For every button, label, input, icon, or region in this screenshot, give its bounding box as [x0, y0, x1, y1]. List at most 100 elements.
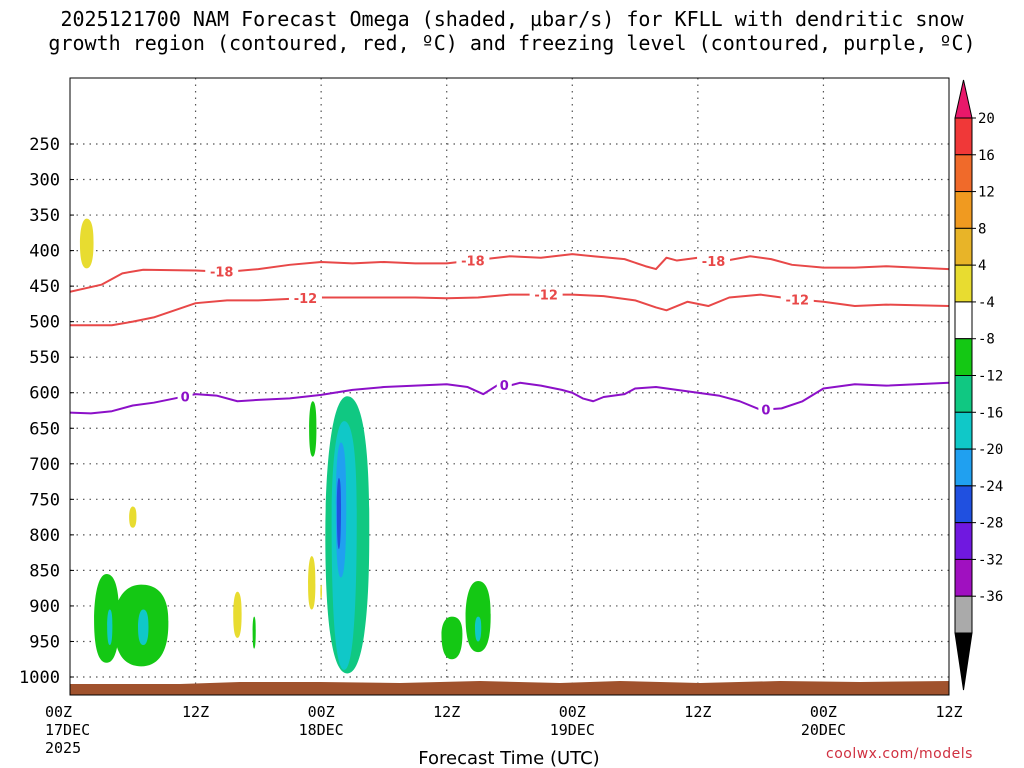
y-tick-label-850: 850 [29, 561, 60, 581]
colorbar-segment [954, 191, 973, 229]
y-tick-label-300: 300 [29, 171, 60, 191]
contour-label-bg [205, 263, 239, 280]
omega-green-speck [252, 616, 256, 649]
x-tick-label: 17DEC [45, 721, 90, 739]
y-tick-label-450: 450 [29, 277, 60, 297]
colorbar-label--4: -4 [978, 295, 995, 311]
colorbar-label-4: 4 [978, 258, 986, 274]
omega-shading [79, 218, 491, 674]
x-tick-label: 20DEC [801, 721, 846, 739]
x-tick-label: 12Z [935, 703, 962, 721]
colorbar-segment [954, 558, 973, 597]
colorbar-segment [954, 117, 973, 156]
contour-label-minus18-0: -18 [210, 266, 234, 281]
colorbar-segment [954, 301, 973, 340]
y-tick-label-550: 550 [29, 348, 60, 368]
omega-yellow-850 [308, 556, 316, 610]
colorbar-label--16: -16 [978, 405, 1003, 421]
colorbar-segment [954, 375, 973, 413]
y-tick-label-1000: 1000 [19, 668, 60, 688]
colorbar-label--28: -28 [978, 516, 1003, 532]
contour-label-bg [456, 252, 490, 269]
colorbar-label--24: -24 [978, 479, 1003, 495]
omega-green-650 [309, 401, 317, 457]
y-axis: 250 300 350 400 450 500 550 600 650 700 750 800 850 9… [19, 135, 74, 688]
contour-label-bg [496, 376, 512, 393]
colorbar-segment [954, 227, 973, 266]
contour-label-freezing-2: 0 [761, 403, 770, 418]
contour-label-bg [758, 401, 774, 418]
omega-blue-main [336, 478, 342, 550]
x-tick-label: 00Z [45, 703, 72, 721]
contour-label-freezing-1: 0 [500, 379, 509, 394]
contour-label-minus18-2: -18 [702, 255, 726, 270]
terrain-fill [70, 681, 949, 695]
x-tick-label: 12Z [684, 703, 711, 721]
plot-frame [69, 77, 950, 696]
colorbar-label-12: 12 [978, 185, 995, 201]
contour-label-bg [177, 388, 193, 405]
contour-label-freezing-0: 0 [181, 390, 190, 405]
omega-yellow-blob-400 [79, 218, 94, 269]
omega-teal-mid [138, 609, 149, 646]
contour-minus18 [70, 253, 949, 293]
y-tick-label-650: 650 [29, 419, 60, 439]
colorbar-label--32: -32 [978, 552, 1003, 568]
omega-teal-r2 [474, 616, 482, 642]
contour-label-bg [529, 286, 563, 303]
x-tick-label: 00Z [810, 703, 837, 721]
y-tick-label-600: 600 [29, 384, 60, 404]
colorbar-top-arrow [954, 79, 973, 119]
credit-text: coolwx.com/models [826, 746, 973, 762]
chart-title-line-2: growth region (contoured, red, ºC) and f… [48, 31, 976, 55]
y-tick-label-250: 250 [29, 135, 60, 155]
colorbar-segment [954, 338, 973, 377]
colorbar-label--8: -8 [978, 332, 995, 348]
colorbar-segment [954, 154, 973, 193]
contour-label-minus12-0: -12 [294, 292, 318, 307]
omega-yellow-blob-900 [233, 591, 242, 638]
contour-label-bg [780, 291, 814, 308]
colorbar-label-16: 16 [978, 148, 995, 164]
omega-green-left-1 [94, 573, 120, 663]
y-tick-label-350: 350 [29, 206, 60, 226]
colorbar: 20 16 12 8 4 -4 -8 -12 -16 -20 -24 -28 -32 -36 [954, 79, 1003, 691]
contour-freezing [70, 381, 949, 415]
y-tick-label-500: 500 [29, 313, 60, 333]
terrain-bar [70, 681, 949, 695]
y-tick-label-400: 400 [29, 242, 60, 262]
y-tick-label-800: 800 [29, 526, 60, 546]
contour-label-minus12-2: -12 [786, 293, 810, 308]
colorbar-label--12: -12 [978, 369, 1003, 385]
contour-label-bg [697, 252, 731, 269]
omega-green-right-1 [441, 616, 463, 660]
colorbar-label-8: 8 [978, 221, 986, 237]
contour-minus12 [70, 293, 949, 327]
colorbar-segment [954, 522, 973, 560]
omega-yellow-blob-780 [129, 506, 137, 528]
colorbar-label--20: -20 [978, 442, 1003, 458]
x-axis-label: Forecast Time (UTC) [418, 748, 599, 768]
colorbar-bottom-arrow [954, 632, 973, 691]
y-tick-label-950: 950 [29, 632, 60, 652]
omega-green-right-2 [465, 581, 491, 653]
x-tick-label: 2025 [45, 739, 81, 757]
x-tick-label: 00Z [308, 703, 335, 721]
colorbar-segment [954, 595, 973, 634]
omega-teal-left [107, 609, 113, 646]
contour-label-bg [288, 290, 322, 307]
x-tick-label: 19DEC [550, 721, 595, 739]
y-tick-label-700: 700 [29, 455, 60, 475]
x-tick-label: 12Z [182, 703, 209, 721]
contour-lines: -18 -18 -18 -12 -12 -12 0 0 0 [70, 252, 949, 418]
y-tick-label-900: 900 [29, 597, 60, 617]
contour-label-minus12-1: -12 [534, 289, 558, 304]
contour-label-minus18-1: -18 [461, 254, 485, 269]
colorbar-segment [954, 264, 973, 303]
colorbar-segment [954, 485, 973, 524]
colorbar-segment [954, 411, 973, 450]
x-tick-label: 18DEC [299, 721, 344, 739]
y-tick-label-750: 750 [29, 490, 60, 510]
